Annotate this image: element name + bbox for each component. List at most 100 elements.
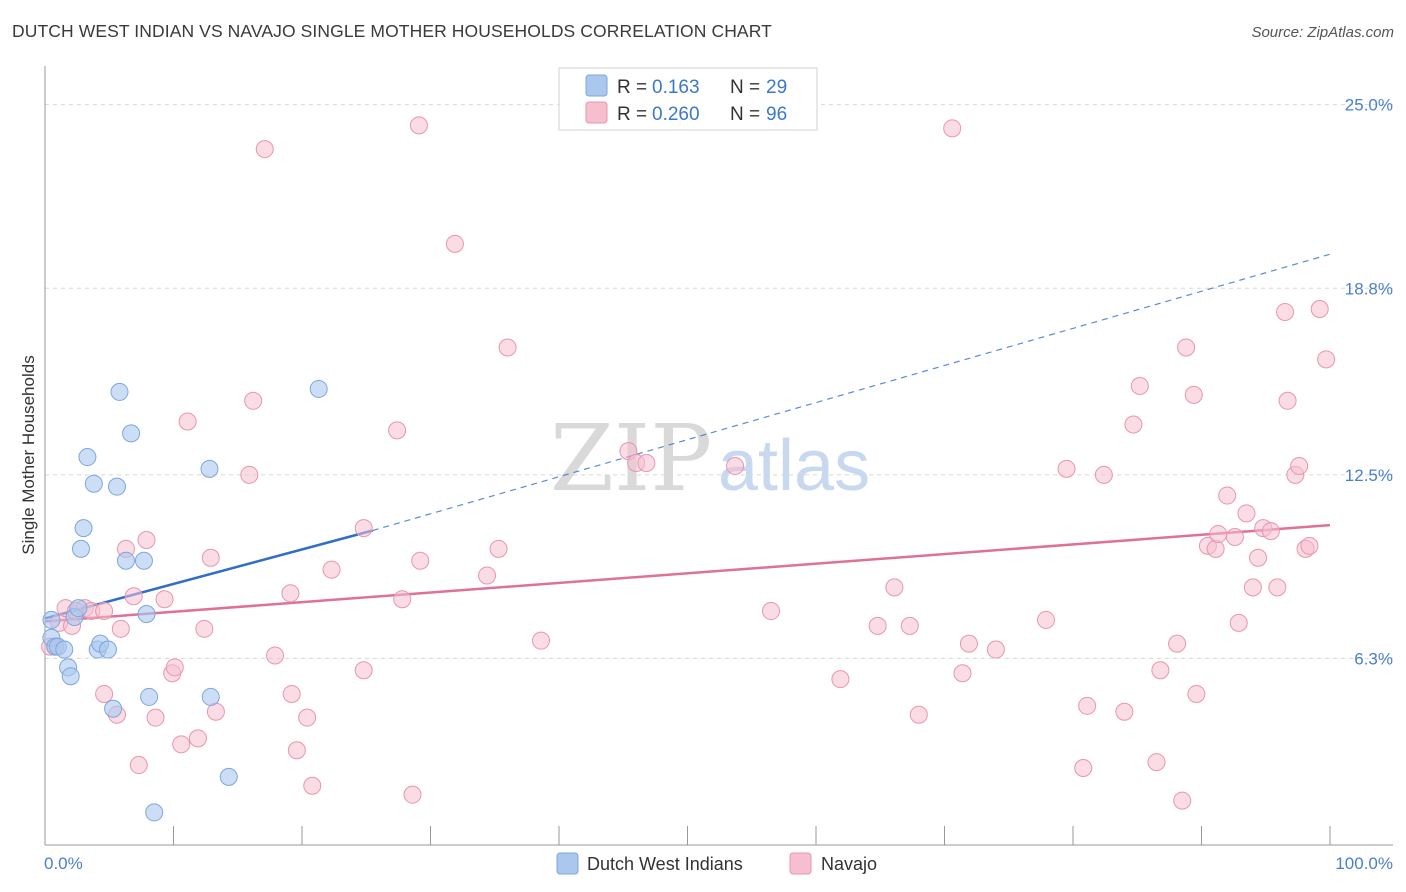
navajo-point [1187, 684, 1206, 703]
axes [44, 66, 1393, 846]
dutch-point [145, 803, 164, 822]
navajo-point [244, 391, 263, 410]
navajo-point [953, 664, 972, 683]
navajo-point [489, 539, 508, 558]
navajo-point [172, 735, 191, 754]
navajo-point [266, 646, 285, 665]
y-tick-labels: 6.3% 12.5% 18.8% 25.0% [1345, 96, 1393, 669]
dutch-point [42, 610, 61, 629]
navajo-point [1229, 613, 1248, 632]
navajo-point [409, 116, 428, 135]
dutch-point [71, 539, 90, 558]
navajo-point [188, 729, 207, 748]
navajo-point [255, 140, 274, 159]
navajo-trend-line [44, 523, 1331, 623]
dutch-point [140, 687, 159, 706]
bottom-legend-label-navajo: Navajo [821, 854, 877, 874]
navajo-point [1290, 456, 1309, 475]
navajo-point [1130, 376, 1149, 395]
navajo-point [1300, 536, 1319, 555]
y-tick-label: 12.5% [1345, 466, 1393, 485]
legend-r-value: 0.260 [652, 104, 700, 125]
navajo-point [322, 560, 341, 579]
navajo-point [165, 658, 184, 677]
navajo-point [1115, 702, 1134, 721]
navajo-point [900, 616, 919, 635]
dutch-point [134, 551, 153, 570]
navajo-point [411, 551, 430, 570]
navajo-point [637, 453, 656, 472]
x-tick-label: 0.0% [44, 854, 83, 873]
navajo-point [282, 684, 301, 703]
navajo-point [1276, 302, 1295, 321]
navajo-point [445, 234, 464, 253]
dutch-point [69, 599, 88, 618]
navajo-point [1310, 299, 1329, 318]
navajo-point [303, 776, 322, 795]
navajo-point [287, 741, 306, 760]
bottom-legend: Dutch West Indians Navajo [556, 852, 877, 875]
legend-r-label: R = [617, 104, 647, 125]
dutch-point [84, 474, 103, 493]
navajo-point [959, 634, 978, 653]
bottom-legend-swatch-blue [556, 852, 579, 875]
navajo-point [1168, 634, 1187, 653]
dutch-point [116, 551, 135, 570]
navajo-point [354, 519, 373, 538]
chart-source: Source: ZipAtlas.com [1251, 24, 1394, 41]
dutch-point [201, 687, 220, 706]
navajo-point [1037, 610, 1056, 629]
y-axis-title: Single Mother Households [19, 355, 38, 554]
navajo-point [1151, 661, 1170, 680]
chart-title: DUTCH WEST INDIAN VS NAVAJO SINGLE MOTHE… [12, 21, 772, 41]
navajo-point [129, 756, 148, 775]
dutch-point [107, 477, 126, 496]
navajo-point [909, 705, 928, 724]
navajo-point [1243, 578, 1262, 597]
bottom-legend-swatch-pink [789, 852, 812, 875]
navajo-point [240, 465, 259, 484]
y-tick-label: 6.3% [1354, 649, 1393, 668]
navajo-point [1278, 391, 1297, 410]
dutch-point [122, 424, 141, 443]
navajo-point [137, 530, 156, 549]
dutch-point [78, 448, 97, 467]
dutch-point [137, 605, 156, 624]
legend-swatch-pink [585, 101, 608, 124]
navajo-point [1173, 791, 1192, 810]
navajo-point [1261, 522, 1280, 541]
navajo-point [281, 584, 300, 603]
dutch-point [200, 459, 219, 478]
navajo-point [1209, 525, 1228, 544]
navajo-point [1184, 385, 1203, 404]
legend-r-value: 0.163 [652, 77, 700, 98]
legend-n-value: 29 [766, 77, 787, 98]
navajo-point [1057, 459, 1076, 478]
dutch-point [104, 699, 123, 718]
x-tick-labels: 0.0% 100.0% [44, 854, 1393, 873]
dutch-point [219, 767, 238, 786]
legend-n-value: 96 [766, 104, 787, 125]
navajo-point [195, 619, 214, 638]
navajo-point [1237, 504, 1256, 523]
data-points [41, 116, 1336, 822]
navajo-point [201, 548, 220, 567]
navajo-point [155, 590, 174, 609]
legend-r-label: R = [617, 77, 647, 98]
navajo-point [403, 785, 422, 804]
dutch-point [55, 640, 74, 659]
dutch-point [110, 382, 129, 401]
navajo-point [298, 708, 317, 727]
navajo-point [1268, 578, 1287, 597]
navajo-point [1177, 338, 1196, 357]
navajo-point [726, 456, 745, 475]
dutch-trend-extension [372, 253, 1331, 532]
navajo-point [1218, 486, 1237, 505]
y-tick-label: 25.0% [1345, 96, 1393, 115]
navajo-point [1074, 759, 1093, 778]
navajo-point [146, 708, 165, 727]
dutch-point [98, 640, 117, 659]
legend-n-label: N = [730, 104, 760, 125]
navajo-point [95, 602, 114, 621]
